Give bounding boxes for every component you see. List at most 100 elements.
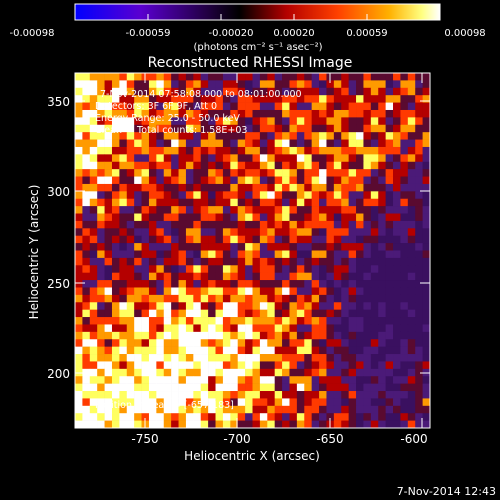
image-pixel bbox=[148, 376, 157, 384]
image-pixel bbox=[126, 198, 135, 207]
image-pixel bbox=[245, 376, 253, 384]
image-pixel bbox=[304, 405, 312, 414]
image-pixel bbox=[267, 257, 275, 266]
image-pixel bbox=[163, 309, 172, 318]
image-pixel bbox=[415, 272, 423, 281]
image-pixel bbox=[385, 183, 394, 192]
image-pixel bbox=[222, 206, 231, 214]
image-pixel bbox=[370, 405, 379, 414]
image-pixel bbox=[178, 413, 187, 421]
image-pixel bbox=[230, 361, 239, 370]
image-pixel bbox=[237, 198, 246, 207]
image-pixel bbox=[348, 272, 357, 281]
image-pixel bbox=[296, 80, 305, 89]
image-pixel bbox=[363, 383, 372, 392]
image-pixel bbox=[341, 117, 349, 126]
image-pixel bbox=[222, 391, 231, 399]
image-pixel bbox=[119, 132, 128, 140]
image-pixel bbox=[348, 183, 357, 192]
image-pixel bbox=[311, 287, 320, 296]
image-pixel bbox=[156, 124, 165, 133]
image-pixel bbox=[193, 405, 202, 414]
image-pixel bbox=[296, 198, 305, 207]
image-pixel bbox=[341, 376, 349, 384]
image-pixel bbox=[97, 154, 105, 163]
image-pixel bbox=[193, 354, 202, 362]
image-pixel bbox=[348, 235, 357, 244]
image-pixel bbox=[415, 206, 423, 214]
image-pixel bbox=[230, 213, 239, 222]
image-pixel bbox=[126, 154, 135, 163]
image-pixel bbox=[348, 405, 357, 414]
image-pixel bbox=[326, 383, 335, 392]
image-pixel bbox=[75, 398, 83, 407]
image-pixel bbox=[89, 124, 98, 133]
image-pixel bbox=[289, 257, 298, 266]
image-pixel bbox=[208, 117, 216, 126]
image-pixel bbox=[148, 169, 157, 177]
image-pixel bbox=[363, 331, 372, 340]
image-pixel bbox=[215, 413, 224, 421]
image-pixel bbox=[259, 206, 268, 214]
image-pixel bbox=[370, 117, 379, 126]
image-pixel bbox=[400, 257, 409, 266]
image-pixel bbox=[134, 228, 142, 237]
image-pixel bbox=[178, 206, 187, 214]
image-pixel bbox=[156, 302, 165, 310]
image-pixel bbox=[237, 331, 246, 340]
image-pixel bbox=[274, 287, 283, 296]
image-pixel bbox=[363, 398, 372, 407]
image-pixel bbox=[385, 339, 394, 347]
image-pixel bbox=[319, 73, 327, 81]
image-pixel bbox=[148, 324, 157, 333]
image-pixel bbox=[370, 391, 379, 399]
image-pixel bbox=[222, 287, 231, 296]
image-pixel bbox=[171, 213, 179, 222]
image-pixel bbox=[333, 405, 342, 414]
image-pixel bbox=[296, 302, 305, 310]
image-pixel bbox=[208, 317, 216, 325]
image-pixel bbox=[185, 376, 194, 384]
image-pixel bbox=[171, 368, 179, 377]
image-pixel bbox=[415, 309, 423, 318]
image-pixel bbox=[104, 213, 113, 222]
image-pixel bbox=[259, 280, 268, 288]
image-pixel bbox=[311, 391, 320, 399]
image-pixel bbox=[400, 294, 409, 303]
image-pixel bbox=[126, 257, 135, 266]
image-pixel bbox=[141, 265, 150, 273]
image-pixel bbox=[126, 228, 135, 237]
image-pixel bbox=[215, 198, 224, 207]
image-pixel bbox=[215, 420, 224, 428]
image-pixel bbox=[341, 87, 349, 96]
image-pixel bbox=[385, 198, 394, 207]
colorbar-unit-label: (photons cm⁻² s⁻¹ asec⁻²) bbox=[193, 42, 322, 53]
image-pixel bbox=[356, 302, 364, 310]
image-pixel bbox=[82, 161, 91, 170]
image-pixel bbox=[422, 339, 430, 347]
image-pixel bbox=[97, 368, 105, 377]
image-pixel bbox=[415, 280, 423, 288]
image-pixel bbox=[156, 317, 165, 325]
image-pixel bbox=[289, 228, 298, 237]
image-pixel bbox=[141, 250, 150, 259]
image-pixel bbox=[178, 146, 187, 155]
colorbar bbox=[74, 3, 441, 21]
image-pixel bbox=[252, 376, 261, 384]
image-pixel bbox=[200, 302, 209, 310]
image-pixel bbox=[422, 413, 430, 421]
image-pixel bbox=[237, 183, 246, 192]
image-pixel bbox=[171, 250, 179, 259]
image-pixel bbox=[215, 324, 224, 333]
image-pixel bbox=[104, 376, 113, 384]
image-pixel bbox=[200, 191, 209, 200]
image-pixel bbox=[267, 331, 275, 340]
image-pixel bbox=[200, 146, 209, 155]
image-pixel bbox=[200, 405, 209, 414]
image-pixel bbox=[104, 183, 113, 192]
image-pixel bbox=[274, 413, 283, 421]
image-pixel bbox=[119, 287, 128, 296]
colorbar-ticks bbox=[74, 14, 441, 20]
image-pixel bbox=[296, 354, 305, 362]
image-pixel bbox=[75, 280, 83, 288]
